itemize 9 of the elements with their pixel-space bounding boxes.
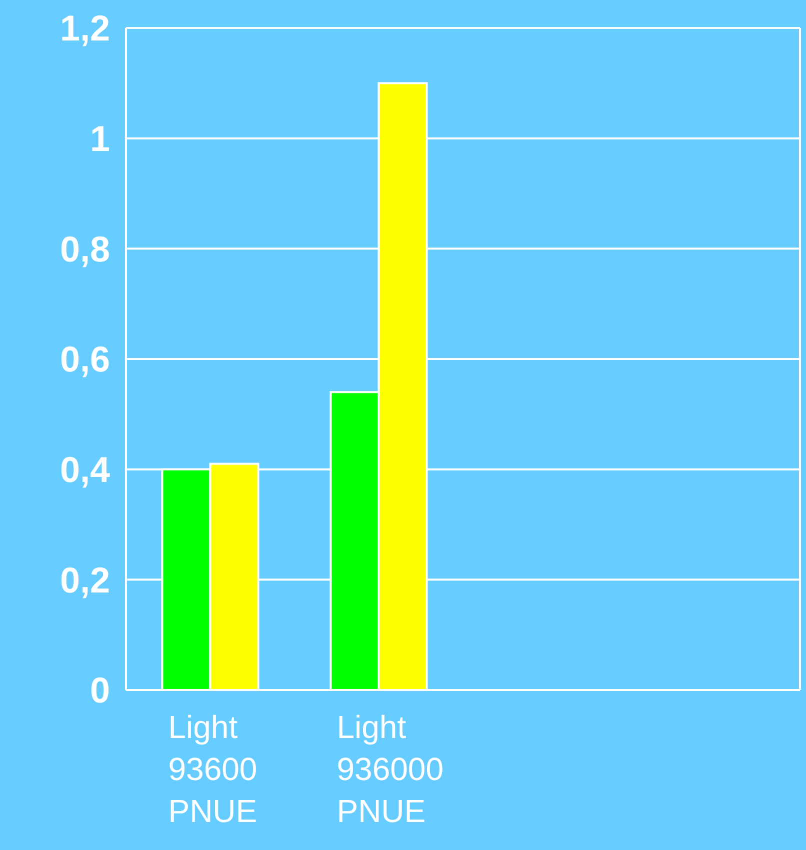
y-tick-label: 1,2 — [60, 8, 110, 49]
y-tick-label: 0 — [90, 670, 110, 711]
y-tick-label: 0,2 — [60, 559, 110, 600]
y-tick-label: 0,8 — [60, 228, 110, 270]
y-tick-label: 0,4 — [60, 448, 110, 490]
y-tick-label: 1 — [90, 118, 110, 159]
y-tick-label: 0,6 — [60, 338, 110, 380]
x-tick-label: Light 936000 PNUE — [336, 709, 444, 829]
x-tick-label: Light 93600 PNUE — [168, 709, 258, 829]
